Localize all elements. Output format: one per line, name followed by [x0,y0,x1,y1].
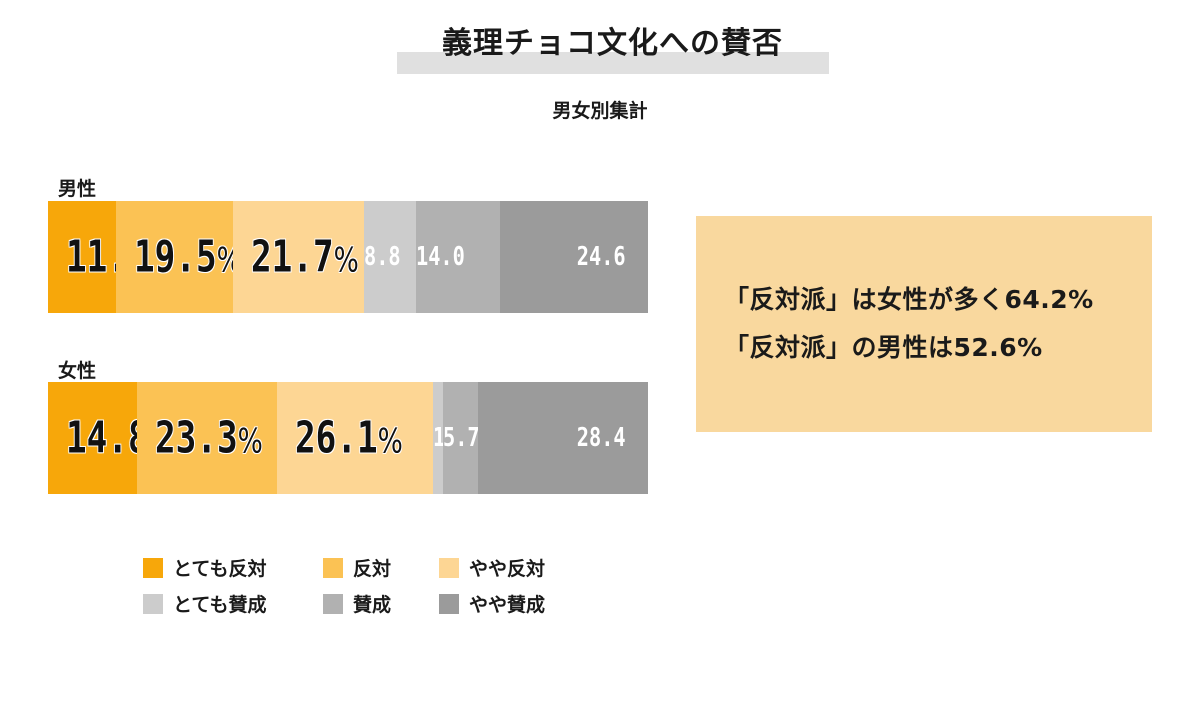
bar-segment-female-oppose: 23.3% [136,382,277,494]
bar-segment-male-strongly-oppose: 11.4% [48,201,174,313]
legend-item-agree: 賛成 [323,590,391,617]
legend-item-somewhat-agree: やや賛成 [439,590,545,617]
percent-sign: % [334,240,360,281]
legend-swatch [439,557,459,578]
group-label-female: 女性 [58,360,97,382]
data-label-male-agree: 14.0 [416,242,466,272]
data-label-female-somewhat-oppose: 26.1% [295,413,403,464]
data-label-value: 26.1 [294,412,378,464]
stacked-bar-female: 14.8%23.3%26.1%1.75.728.4 [48,382,648,494]
data-label-value: 14.8 [66,412,149,464]
data-label-value: 21.7 [251,231,335,283]
bar-segment-female-somewhat-agree: 28.4 [477,382,648,494]
data-label-female-somewhat-agree: 28.4 [577,423,626,453]
bar-segment-male-agree: 14.0 [416,201,501,313]
stacked-bar-male: 11.4%19.5%21.7%8.8 14.0 24.6 [48,201,648,313]
bar-segment-female-agree: 5.7 [443,382,481,494]
group-label-male: 男性 [58,178,97,200]
data-label-female-agree: 5.7 [443,423,481,453]
legend-label: とても賛成 [173,594,267,616]
chart-subtitle: 男女別集計 [552,100,648,122]
legend-swatch [143,557,163,578]
chart-title: 義理チョコ文化への賛否 [442,26,783,61]
title-underline-bar [397,52,829,74]
data-label-male-somewhat-agree: 24.6 [577,242,626,272]
percent-sign: % [237,421,263,462]
legend-label: 反対 [353,558,392,580]
data-label-male-somewhat-oppose: 21.7% [251,232,359,283]
data-label-male-strongly-agree: 8.8 [363,242,401,272]
bar-segment-male-somewhat-oppose: 21.7% [233,201,364,313]
data-label-value: 23.3 [154,412,238,464]
bar-segment-female-somewhat-oppose: 26.1% [276,382,434,494]
chart-title-wrap: 義理チョコ文化への賛否 [0,18,1200,74]
summary-note-line-1: 「反対派」は女性が多く64.2% [724,285,1094,314]
percent-sign: % [377,421,403,462]
legend-swatch [143,593,163,614]
bar-segment-female-strongly-agree: 1.7 [433,382,470,494]
legend-item-oppose: 反対 [323,554,391,581]
legend-item-strongly-oppose: とても反対 [143,554,266,581]
legend-label: 賛成 [353,594,392,616]
data-label-male-oppose: 19.5% [134,232,242,283]
data-label-value: 19.5 [134,231,218,283]
legend-swatch [439,593,459,614]
legend-swatch [323,593,343,614]
bar-segment-male-somewhat-agree: 24.6 [500,201,648,313]
data-label-female-oppose: 23.3% [155,413,263,464]
summary-note-box: 「反対派」は女性が多く64.2% 「反対派」の男性は52.6% [696,216,1152,432]
summary-note-line-2: 「反対派」の男性は52.6% [724,333,1043,362]
bar-segment-male-oppose: 19.5% [116,201,242,313]
legend-label: とても反対 [173,558,267,580]
legend-swatch [323,557,343,578]
legend-label: やや反対 [469,558,546,580]
bar-segment-female-strongly-oppose: 14.8% [48,382,174,494]
bar-segment-male-strongly-agree: 8.8 [363,201,417,313]
legend-label: やや賛成 [469,594,546,616]
legend-item-somewhat-oppose: やや反対 [439,554,545,581]
legend-item-strongly-agree: とても賛成 [143,590,266,617]
